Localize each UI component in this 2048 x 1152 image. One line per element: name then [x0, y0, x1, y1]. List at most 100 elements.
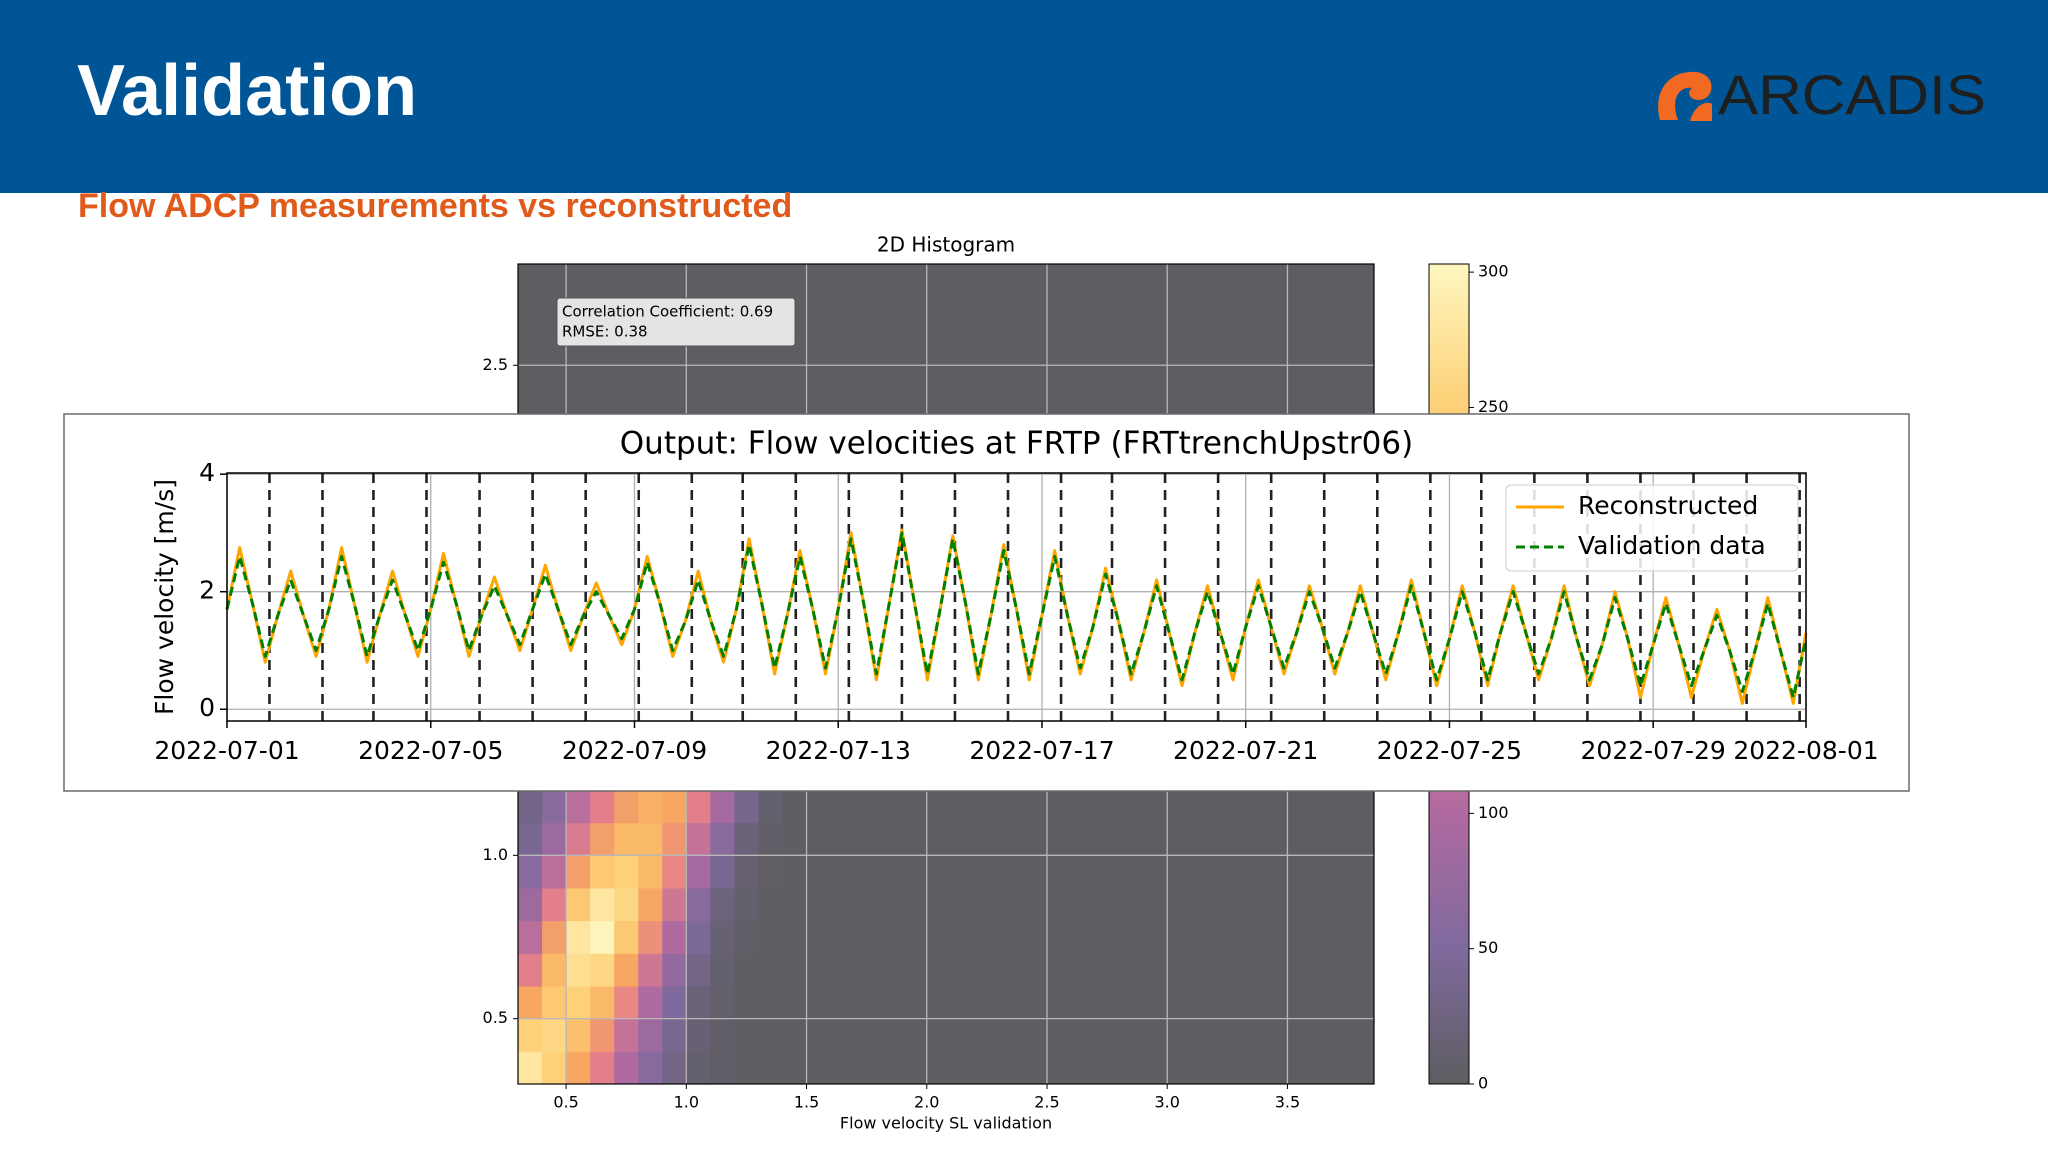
x-tick-label: 2022-07-25: [1377, 736, 1522, 765]
heatmap-cell: [614, 985, 639, 1020]
heatmap-cell: [710, 953, 735, 987]
heatmap-cell: [710, 920, 735, 954]
heatmap-cell: [566, 953, 591, 987]
colorbar-tick-label: 250: [1478, 397, 1509, 416]
heatmap-cell: [590, 1018, 615, 1052]
heatmap-cell: [758, 855, 783, 889]
heatmap-cell: [806, 822, 832, 856]
x-axis-label: Flow velocity SL validation: [840, 1114, 1052, 1133]
heatmap-cell: [806, 789, 832, 824]
heatmap-cell: [734, 953, 759, 987]
heatmap-cell: [638, 822, 663, 856]
heatmap-cell: [662, 953, 687, 987]
heatmap-cell: [638, 920, 663, 954]
y-tick-label: 0.5: [483, 1008, 508, 1027]
heatmap-cell: [518, 887, 543, 922]
heatmap-cell: [662, 985, 687, 1020]
heatmap-cell: [518, 985, 543, 1020]
annotation-box: [556, 297, 796, 347]
heatmap-cell: [614, 855, 639, 889]
y-tick-label: 1.0: [483, 845, 508, 864]
heatmap-cell: [710, 1051, 735, 1085]
annotation: RMSE: 0.38: [562, 323, 648, 341]
heatmap-cell: [782, 789, 808, 824]
legend-label: Validation data: [1578, 531, 1766, 560]
heatmap-cell: [782, 1018, 808, 1052]
x-tick-label: 2022-07-05: [358, 736, 503, 765]
heatmap-cell: [782, 985, 808, 1020]
heatmap-cell: [638, 1051, 663, 1085]
x-tick-label: 2.5: [1034, 1093, 1059, 1112]
heatmap-cell: [566, 822, 591, 856]
heatmap-cell: [782, 822, 808, 856]
heatmap-cell: [806, 855, 832, 889]
heatmap-cell: [782, 1051, 808, 1085]
heatmap-cell: [518, 789, 543, 824]
heatmap-cell: [734, 855, 759, 889]
heatmap-cell: [590, 822, 615, 856]
heatmap-cell: [758, 985, 783, 1020]
heatmap-cell: [566, 1018, 591, 1052]
heatmap-cell: [566, 920, 591, 954]
heatmap-cell: [638, 953, 663, 987]
heatmap-cell: [686, 920, 711, 954]
x-tick-label: 2022-07-21: [1173, 736, 1318, 765]
heatmap-cell: [542, 920, 567, 954]
heatmap-cell: [566, 1051, 591, 1085]
heatmap-cell: [806, 1051, 832, 1085]
heatmap-cell: [758, 1051, 783, 1085]
heatmap-cell: [518, 855, 543, 889]
heatmap-cell: [662, 855, 687, 889]
heatmap-cell: [758, 822, 783, 856]
heatmap-cell: [662, 887, 687, 922]
heatmap-cell: [638, 985, 663, 1020]
heatmap-cell: [662, 920, 687, 954]
heatmap-cell: [662, 789, 687, 824]
heatmap-cell: [614, 822, 639, 856]
y-axis-label: Flow velocity [m/s]: [150, 479, 179, 715]
heatmap-cell: [518, 1051, 543, 1085]
heatmap-cell: [518, 1018, 543, 1052]
heatmap-cell: [542, 789, 567, 824]
heatmap-cell: [710, 1018, 735, 1052]
heatmap-cell: [542, 887, 567, 922]
x-tick-label: 0.5: [553, 1093, 578, 1112]
heatmap-cell: [806, 985, 832, 1020]
heatmap-cell: [758, 887, 783, 922]
heatmap-cell: [686, 1018, 711, 1052]
x-tick-label: 2022-08-01: [1733, 736, 1878, 765]
heatmap-cell: [566, 887, 591, 922]
inset-panel: [63, 413, 1910, 792]
heatmap-cell: [590, 887, 615, 922]
axes-frame: [226, 472, 1807, 722]
heatmap-cell: [590, 1051, 615, 1085]
heatmap-cell: [782, 953, 808, 987]
heatmap-cell: [686, 1051, 711, 1085]
heatmap-cell: [734, 887, 759, 922]
colorbar-tick-label: 100: [1478, 803, 1509, 822]
colorbar-tick-label: 300: [1478, 262, 1509, 281]
heatmap-cell: [542, 822, 567, 856]
chart-title: Output: Flow velocities at FRTP (FRTtren…: [620, 426, 1413, 462]
heatmap-cell: [518, 920, 543, 954]
x-tick-label: 3.0: [1154, 1093, 1179, 1112]
heatmap-cell: [542, 953, 567, 987]
annotation: Correlation Coefficient: 0.69: [562, 303, 773, 321]
logo-text: ARCADIS: [1718, 63, 1986, 126]
slide-title: Validation: [77, 51, 417, 131]
heatmap-cell: [686, 855, 711, 889]
heatmap-cell: [614, 953, 639, 987]
heatmap-cell: [590, 920, 615, 954]
y-tick-label: 4: [199, 458, 215, 487]
heatmap-cell: [710, 789, 735, 824]
colorbar-tick-label: 0: [1478, 1074, 1488, 1093]
legend-label: Reconstructed: [1578, 491, 1758, 520]
heatmap-cell: [686, 985, 711, 1020]
heatmap-cell: [710, 887, 735, 922]
heatmap-cell: [806, 1018, 832, 1052]
x-tick-label: 2.0: [914, 1093, 939, 1112]
logo-mark: [1658, 71, 1712, 120]
heatmap-cell: [614, 789, 639, 824]
heatmap-cell: [782, 855, 808, 889]
